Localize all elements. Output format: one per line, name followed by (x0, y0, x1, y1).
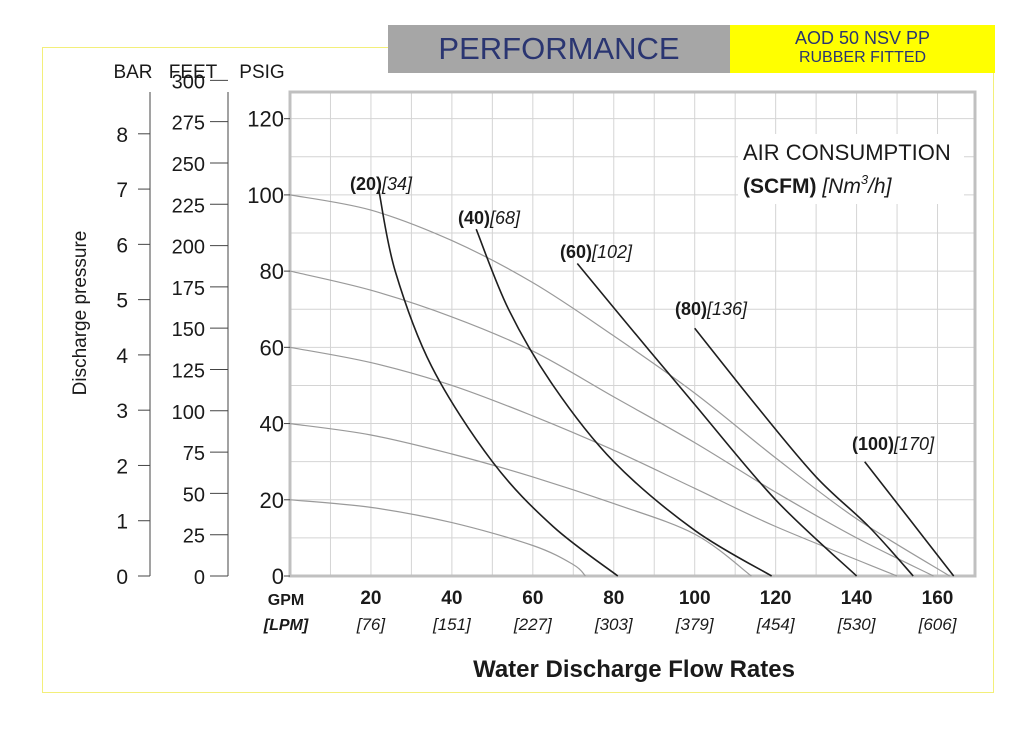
model-name: AOD 50 NSV PP (794, 28, 931, 48)
air-consumption-units: (SCFM) [Nm3/h] (743, 172, 893, 198)
feet-tick-label: 275 (172, 113, 205, 135)
bar-tick-label: 3 (116, 400, 128, 423)
x-tick-lpm-label: [379] (675, 615, 715, 634)
feet-tick-label: 100 (172, 402, 205, 424)
feet-tick-label: 225 (172, 195, 205, 217)
y-tick-label: 120 (247, 107, 284, 132)
air-consumption-curve-line (694, 327, 914, 577)
x-tick-lpm-label: [151] (432, 615, 472, 634)
head-curve-line (289, 194, 951, 577)
air-consumption-curve-line (475, 228, 773, 577)
x-tick-lpm-label: [530] (837, 615, 877, 634)
bar-tick-label: 4 (116, 345, 128, 368)
bar-tick-label: 7 (116, 179, 128, 202)
bar-tick-label: 0 (116, 566, 128, 589)
x-tick-gpm-label: 160 (922, 588, 954, 609)
y-tick-label: 20 (260, 488, 284, 513)
feet-tick-label: 125 (172, 360, 205, 382)
x-tick-gpm-label: 60 (522, 588, 543, 609)
bar-tick-label: 5 (116, 290, 128, 313)
y-tick-label: 100 (247, 183, 284, 208)
psig-scale-label: PSIG (239, 62, 284, 83)
x-tick-lpm-label: [454] (756, 615, 796, 634)
performance-title: PERFORMANCE (388, 25, 730, 73)
x-tick-lpm-label: [303] (594, 615, 634, 634)
feet-tick-label: 200 (172, 237, 205, 259)
x-tick-gpm-label: 140 (841, 588, 873, 609)
air-consumption-curve-line (576, 262, 858, 577)
x-axis-title: Water Discharge Flow Rates (473, 656, 795, 683)
feet-tick-label: 0 (194, 567, 205, 589)
air-consumption-curve-label: (80)[136] (675, 299, 748, 319)
x-tick-lpm-label: [76] (356, 615, 387, 634)
bar-tick-label: 6 (116, 234, 128, 257)
x-tick-lpm-label: [227] (513, 615, 553, 634)
feet-tick-label: 175 (172, 278, 205, 300)
air-consumption-legend: AIR CONSUMPTION (SCFM) [Nm3/h] (738, 134, 964, 204)
air-consumption-curve-label: (100)[170] (852, 434, 935, 454)
head-curve-line (289, 270, 934, 577)
feet-scale-label: FEET (169, 62, 218, 83)
model-badge: AOD 50 NSV PP RUBBER FITTED (730, 25, 995, 73)
y-tick-label: 60 (260, 335, 284, 360)
feet-tick-label: 150 (172, 319, 205, 341)
feet-tick-label: 50 (183, 484, 205, 506)
air-consumption-curve-label: (20)[34] (350, 174, 413, 194)
air-consumption-curve-line (864, 461, 955, 577)
air-consumption-curve-label: (60)[102] (560, 242, 633, 262)
x-unit-gpm-label: GPM (268, 592, 304, 609)
x-tick-gpm-label: 80 (603, 588, 624, 609)
model-variant: RUBBER FITTED (798, 49, 927, 66)
plot-border (288, 90, 977, 578)
y-tick-label: 40 (260, 412, 284, 437)
air-consumption-curve-line (378, 190, 619, 577)
bar-tick-label: 8 (116, 124, 128, 147)
air-consumption-legend-bg (738, 134, 964, 204)
head-curve-line (289, 423, 752, 577)
feet-tick-label: 25 (183, 526, 205, 548)
bar-tick-label: 1 (116, 511, 128, 534)
air-consumption-curves: (20)[34] (40)[68] (60)[102] (80)[136] (100)[… (350, 174, 955, 577)
x-tick-gpm-label: 100 (679, 588, 711, 609)
y-axis-title: Discharge pressure (70, 231, 91, 396)
x-tick-gpm-label: 40 (441, 588, 462, 609)
head-curves (289, 194, 951, 577)
bar-tick-label: 2 (116, 455, 128, 478)
x-tick-lpm-label: [606] (918, 615, 958, 634)
x-unit-lpm-label: [LPM] (263, 617, 309, 634)
y-tick-label: 0 (272, 564, 284, 589)
feet-tick-label: 300 (172, 71, 205, 93)
air-consumption-curve-label: (40)[68] (458, 208, 521, 228)
bar-scale-label: BAR (113, 62, 152, 83)
x-tick-gpm-label: 20 (360, 588, 381, 609)
feet-tick-label: 75 (183, 443, 205, 465)
feet-tick-label: 250 (172, 154, 205, 176)
x-tick-gpm-label: 120 (760, 588, 792, 609)
y-tick-label: 80 (260, 259, 284, 284)
head-curve-line (289, 499, 586, 577)
head-curve-line (289, 346, 898, 577)
air-consumption-title: AIR CONSUMPTION (743, 140, 951, 165)
